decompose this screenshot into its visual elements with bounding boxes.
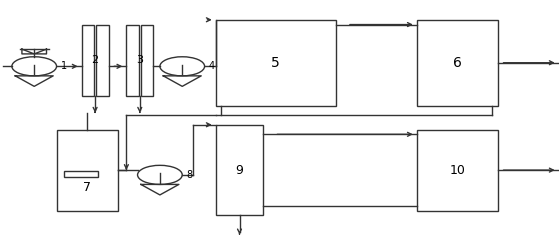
Text: 1: 1 <box>61 61 67 71</box>
Bar <box>417 130 498 211</box>
Text: 7: 7 <box>83 181 91 194</box>
Bar <box>57 130 118 211</box>
Text: 6: 6 <box>453 56 462 70</box>
Text: 3: 3 <box>136 55 143 65</box>
Text: 2: 2 <box>91 55 99 65</box>
Bar <box>141 24 153 96</box>
Text: 9: 9 <box>236 164 244 177</box>
Bar <box>216 20 336 106</box>
Bar <box>127 24 139 96</box>
Text: 4: 4 <box>209 61 215 71</box>
Bar <box>96 24 109 96</box>
Text: 5: 5 <box>272 56 280 70</box>
Text: 8: 8 <box>186 170 193 180</box>
Text: 10: 10 <box>450 164 465 177</box>
Bar <box>216 125 263 216</box>
Bar <box>64 171 98 177</box>
Bar <box>417 20 498 106</box>
Bar <box>82 24 94 96</box>
